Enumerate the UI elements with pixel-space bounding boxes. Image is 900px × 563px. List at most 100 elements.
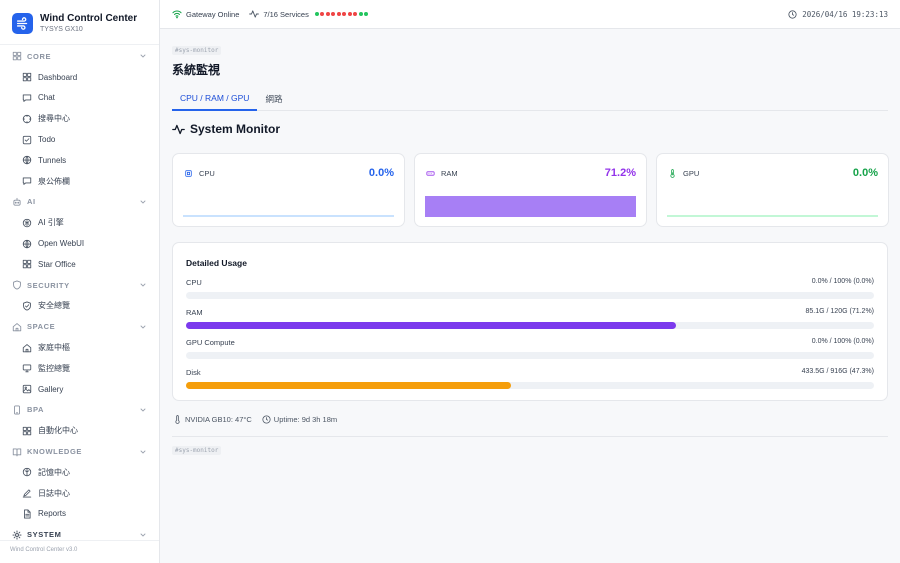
usage-bar-track — [186, 292, 874, 299]
topbar: Gateway Online 7/16 Services 2026/04/16 … — [160, 0, 900, 29]
gateway-label: Gateway Online — [186, 9, 240, 19]
sidebar-item-label: 搜尋中心 — [38, 114, 70, 124]
datetime: 2026/04/16 19:23:13 — [788, 0, 888, 29]
sidebar-section-label: SPACE — [27, 322, 56, 332]
cpu-card: CPU 0.0% — [172, 153, 405, 227]
sidebar-item[interactable]: Star Office — [0, 254, 159, 275]
sidebar-item[interactable]: 安全總覽 — [0, 296, 159, 317]
thermometer-icon — [670, 168, 675, 178]
sidebar-section-ai[interactable]: AI — [0, 192, 159, 213]
sidebar-item[interactable]: Reports — [0, 504, 159, 525]
usage-row-label: CPU — [186, 278, 202, 287]
services-label: 7/16 Services — [263, 9, 309, 19]
usage-row: GPU Compute 0.0% / 100% (0.0%) — [186, 338, 874, 362]
chevron-down-icon — [140, 408, 146, 412]
sidebar-item-label: 監控總覽 — [38, 363, 70, 373]
grid-icon — [22, 260, 32, 269]
grid-icon — [22, 426, 32, 435]
brain-icon — [22, 468, 32, 477]
sidebar-section-label: KNOWLEDGE — [27, 447, 82, 457]
sidebar-item-label: Star Office — [38, 259, 76, 269]
usage-bar-fill — [186, 382, 512, 389]
check-square-icon — [22, 135, 32, 144]
thermometer-icon — [175, 415, 180, 424]
sidebar-section-bpa[interactable]: BPA — [0, 400, 159, 421]
sidebar-item-label: Open WebUI — [38, 239, 85, 249]
cpu-card-value: 0.0% — [368, 167, 394, 179]
main-content: #sys-monitor 系統監視 CPU / RAM / GPU 網路 Sys… — [160, 29, 900, 563]
usage-row: CPU 0.0% / 100% (0.0%) — [186, 278, 874, 302]
sidebar-section-label: SYSTEM — [27, 530, 62, 540]
gpu-temp: NVIDIA GB10: 47°C — [185, 415, 252, 424]
sidebar-item-label: 安全總覽 — [38, 301, 70, 311]
sidebar-section-space[interactable]: SPACE — [0, 316, 159, 337]
sidebar-section-label: BPA — [27, 405, 45, 415]
chevron-down-icon — [140, 533, 146, 537]
chevron-down-icon — [140, 200, 146, 204]
sidebar-section-core[interactable]: CORE — [0, 46, 159, 67]
sidebar-item[interactable]: 搜尋中心 — [0, 108, 159, 129]
uptime: Uptime: 9d 3h 18m — [273, 415, 338, 424]
gpu-sparkline — [667, 215, 878, 217]
sidebar-item[interactable]: Chat — [0, 88, 159, 109]
anchor-tag-top: #sys-monitor — [172, 46, 222, 55]
sidebar-item[interactable]: 家庭中樞 — [0, 337, 159, 358]
system-info: NVIDIA GB10: 47°C Uptime: 9d 3h 18m — [173, 415, 347, 424]
ram-card-value: 71.2% — [604, 167, 636, 179]
service-status-dot — [336, 12, 341, 16]
chevron-down-icon — [140, 325, 146, 329]
sidebar-section-label: AI — [27, 197, 36, 207]
sidebar-section-security[interactable]: SECURITY — [0, 275, 159, 296]
sidebar-item[interactable]: Tunnels — [0, 150, 159, 171]
wind-logo-icon — [12, 12, 33, 34]
service-status-dot — [358, 12, 363, 16]
usage-row-value: 85.1G / 120G (71.2%) — [805, 308, 874, 315]
service-status-dot — [364, 12, 369, 16]
clock-icon — [788, 10, 797, 19]
compass-icon — [22, 114, 32, 123]
sidebar-item[interactable]: 日誌中心 — [0, 483, 159, 504]
sidebar-item[interactable]: Open WebUI — [0, 233, 159, 254]
sidebar-section-system[interactable]: SYSTEM — [0, 524, 159, 545]
robot-icon — [13, 197, 21, 206]
gpu-card-value: 0.0% — [852, 167, 878, 179]
sidebar-item[interactable]: 自動化中心 — [0, 420, 159, 441]
usage-row: RAM 85.1G / 120G (71.2%) — [186, 308, 874, 332]
sidebar-item[interactable]: Gallery — [0, 379, 159, 400]
sidebar-item[interactable]: Dashboard — [0, 67, 159, 88]
sidebar-item[interactable]: 泉公佈欄 — [0, 171, 159, 192]
sidebar-item-label: Gallery — [38, 384, 64, 394]
sidebar-item[interactable]: Todo — [0, 129, 159, 150]
file-icon — [24, 509, 31, 519]
sidebar-item-label: 泉公佈欄 — [38, 176, 70, 186]
sidebar-item-label: 記憶中心 — [38, 467, 70, 477]
sidebar-item[interactable]: 監控總覽 — [0, 358, 159, 379]
chevron-down-icon — [140, 54, 146, 59]
ram-card: RAM 71.2% — [414, 153, 647, 227]
page-title: 系統監視 — [172, 63, 221, 77]
brand[interactable]: Wind Control Center TYSYS GX10 — [12, 11, 137, 35]
datetime-text: 2026/04/16 19:23:13 — [802, 10, 888, 19]
content-divider — [172, 436, 888, 437]
home-icon — [22, 343, 32, 352]
detailed-usage-title: Detailed Usage — [186, 258, 247, 268]
tab-cpu-ram-gpu[interactable]: CPU / RAM / GPU — [172, 89, 258, 111]
sidebar-item[interactable]: AI 引擎 — [0, 212, 159, 233]
sidebar-section-knowledge[interactable]: KNOWLEDGE — [0, 441, 159, 462]
sidebar-item[interactable]: 記憶中心 — [0, 462, 159, 483]
sidebar-item-label: Dashboard — [38, 72, 78, 82]
cpu-card-label: CPU — [199, 168, 215, 178]
services-status[interactable]: 7/16 Services — [249, 9, 369, 19]
usage-bar-track — [186, 322, 874, 329]
usage-row-label: RAM — [186, 308, 203, 317]
ram-card-label: RAM — [441, 168, 458, 178]
section-title: System Monitor — [172, 122, 280, 136]
gateway-status[interactable]: Gateway Online — [172, 9, 239, 19]
tab-network[interactable]: 網路 — [265, 94, 283, 104]
gpu-card: GPU 0.0% — [656, 153, 889, 227]
service-status-dot — [342, 12, 347, 16]
gpu-card-label: GPU — [683, 168, 700, 178]
cpu-icon — [185, 169, 192, 177]
chevron-down-icon — [140, 283, 146, 287]
sidebar-item-label: AI 引擎 — [38, 218, 64, 228]
